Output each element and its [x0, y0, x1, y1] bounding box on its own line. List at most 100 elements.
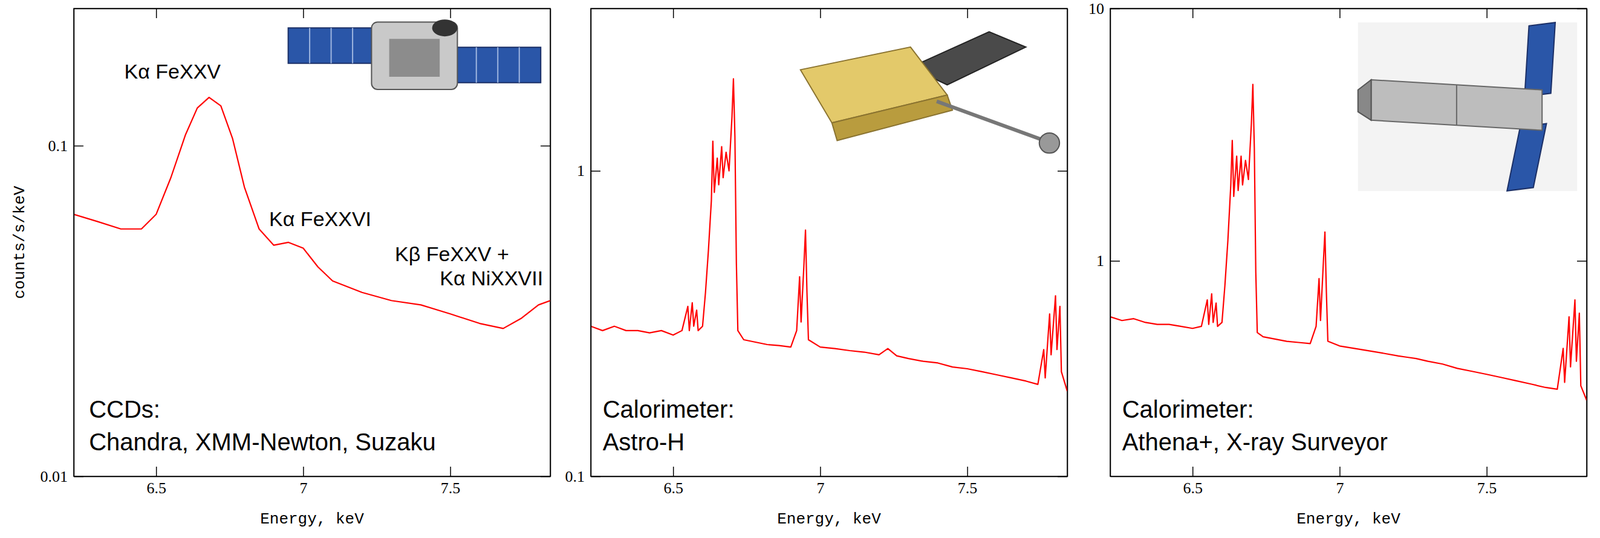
satellite-module — [389, 38, 441, 77]
axis — [540, 9, 551, 478]
tick — [1057, 476, 1068, 478]
tick: 0.1 — [48, 137, 85, 155]
tick: 6.5 — [663, 466, 684, 498]
tick-label: 6.5 — [1182, 479, 1203, 498]
solar-panel-seam — [475, 47, 478, 83]
axis: 6.5 7 7.5 — [591, 466, 1068, 498]
solar-panel — [1506, 123, 1547, 191]
satellite-icon — [1358, 22, 1578, 192]
annotation: Calorimeter: — [602, 396, 735, 423]
axis-line — [550, 9, 552, 478]
x-axis-title: Energy, keV — [1296, 510, 1401, 529]
axis-line — [1586, 9, 1588, 478]
axis-line — [1110, 476, 1588, 478]
satellite-icon — [800, 32, 1060, 154]
tick-mark — [156, 466, 158, 477]
satellite-body — [1371, 79, 1543, 131]
data-layer — [1110, 84, 1587, 401]
tick-label: 7.5 — [957, 479, 978, 498]
tick-mark — [1110, 260, 1120, 262]
tick: 6.5 — [1182, 466, 1203, 498]
tick — [1577, 261, 1587, 262]
spectrum-line — [73, 97, 551, 329]
tick-mark — [540, 476, 551, 478]
tick-mark — [673, 8, 675, 19]
panel: 6.5 7 7.5 1 10 Energy, keV Calorimeter: Athena+… — [1088, 0, 1588, 529]
axis — [1110, 8, 1588, 19]
tick-mark — [156, 8, 158, 19]
tick-label: 7.5 — [1477, 479, 1498, 498]
axis — [591, 8, 1068, 19]
annotation: Kα FeXXVI — [269, 207, 372, 231]
tick-mark — [302, 466, 305, 477]
tick — [1192, 8, 1194, 19]
tick — [1486, 8, 1488, 19]
plot-frame — [590, 8, 1068, 477]
annotation: Athena+, X-ray Surveyor — [1122, 428, 1388, 456]
axis-line — [591, 8, 1068, 10]
tick — [302, 8, 304, 19]
axis: 0.01 0.1 — [40, 9, 85, 486]
tick-mark — [449, 8, 452, 19]
tick: 10 — [1088, 0, 1120, 18]
plot-frame — [1110, 8, 1587, 477]
solar-panel — [288, 27, 375, 64]
tick-label: 0.1 — [565, 468, 586, 486]
axis: 0.11 — [565, 9, 602, 486]
tick-mark — [1486, 466, 1488, 477]
annotation: CCDs: — [88, 396, 161, 423]
tick-label: 7 — [816, 479, 825, 498]
tick — [1057, 171, 1068, 172]
axis — [1577, 9, 1588, 478]
annotation: Kα NiXXVII — [439, 266, 544, 290]
solar-panel-seam — [308, 27, 311, 64]
tick-label: 7 — [1335, 479, 1344, 498]
axis-line — [591, 476, 1068, 478]
tick-label: 1 — [1096, 252, 1105, 270]
axis — [1057, 9, 1068, 478]
satellite-backdrop — [1358, 22, 1578, 192]
tick — [450, 8, 452, 19]
spectrum-line — [1110, 84, 1587, 401]
solar-panel-seam — [497, 47, 499, 83]
tick-mark — [966, 8, 969, 19]
axis-line — [74, 476, 551, 478]
annotation: Kα FeXXV — [124, 59, 222, 83]
satellite-body-side — [832, 94, 953, 141]
annotation: Kβ FeXXV + — [394, 242, 510, 266]
tick-mark — [1339, 466, 1341, 477]
panel: 6.577.50.010.1Energy, keVcounts/s/keVKα … — [10, 8, 551, 529]
tick-label: 0.1 — [48, 137, 69, 155]
tick-label: 0.01 — [40, 468, 69, 486]
tick — [673, 8, 674, 19]
x-axis-title: Energy, keV — [260, 510, 365, 529]
tick-mark — [1486, 8, 1488, 19]
tick-mark — [966, 466, 969, 477]
tick-label: 10 — [1088, 0, 1105, 18]
tick: 1 — [1096, 252, 1120, 270]
solar-panel-seam — [330, 27, 332, 64]
satellite-dish — [432, 19, 458, 37]
axis-line — [1067, 9, 1069, 478]
tick-mark — [819, 466, 822, 477]
tick-mark — [590, 476, 601, 478]
tick: 7.5 — [957, 466, 978, 498]
tick-mark — [540, 145, 551, 147]
axis-line — [590, 9, 592, 478]
annotation: Calorimeter: — [1122, 396, 1255, 423]
tick-label: 6.5 — [663, 479, 684, 498]
satellite-seam — [1456, 84, 1458, 126]
axis-line — [73, 9, 75, 478]
solar-panel-body — [288, 27, 375, 64]
tick-mark — [1577, 260, 1587, 262]
tick — [819, 8, 821, 19]
tick-mark — [673, 466, 675, 477]
tick: 7 — [299, 466, 308, 498]
tick-label: 7 — [299, 479, 308, 498]
tick-mark — [1192, 466, 1194, 477]
tick-mark — [1192, 8, 1194, 19]
axis-line — [1110, 9, 1112, 478]
solar-panel-seam — [518, 47, 521, 83]
tick — [1577, 8, 1587, 10]
tick: 6.5 — [146, 466, 166, 498]
